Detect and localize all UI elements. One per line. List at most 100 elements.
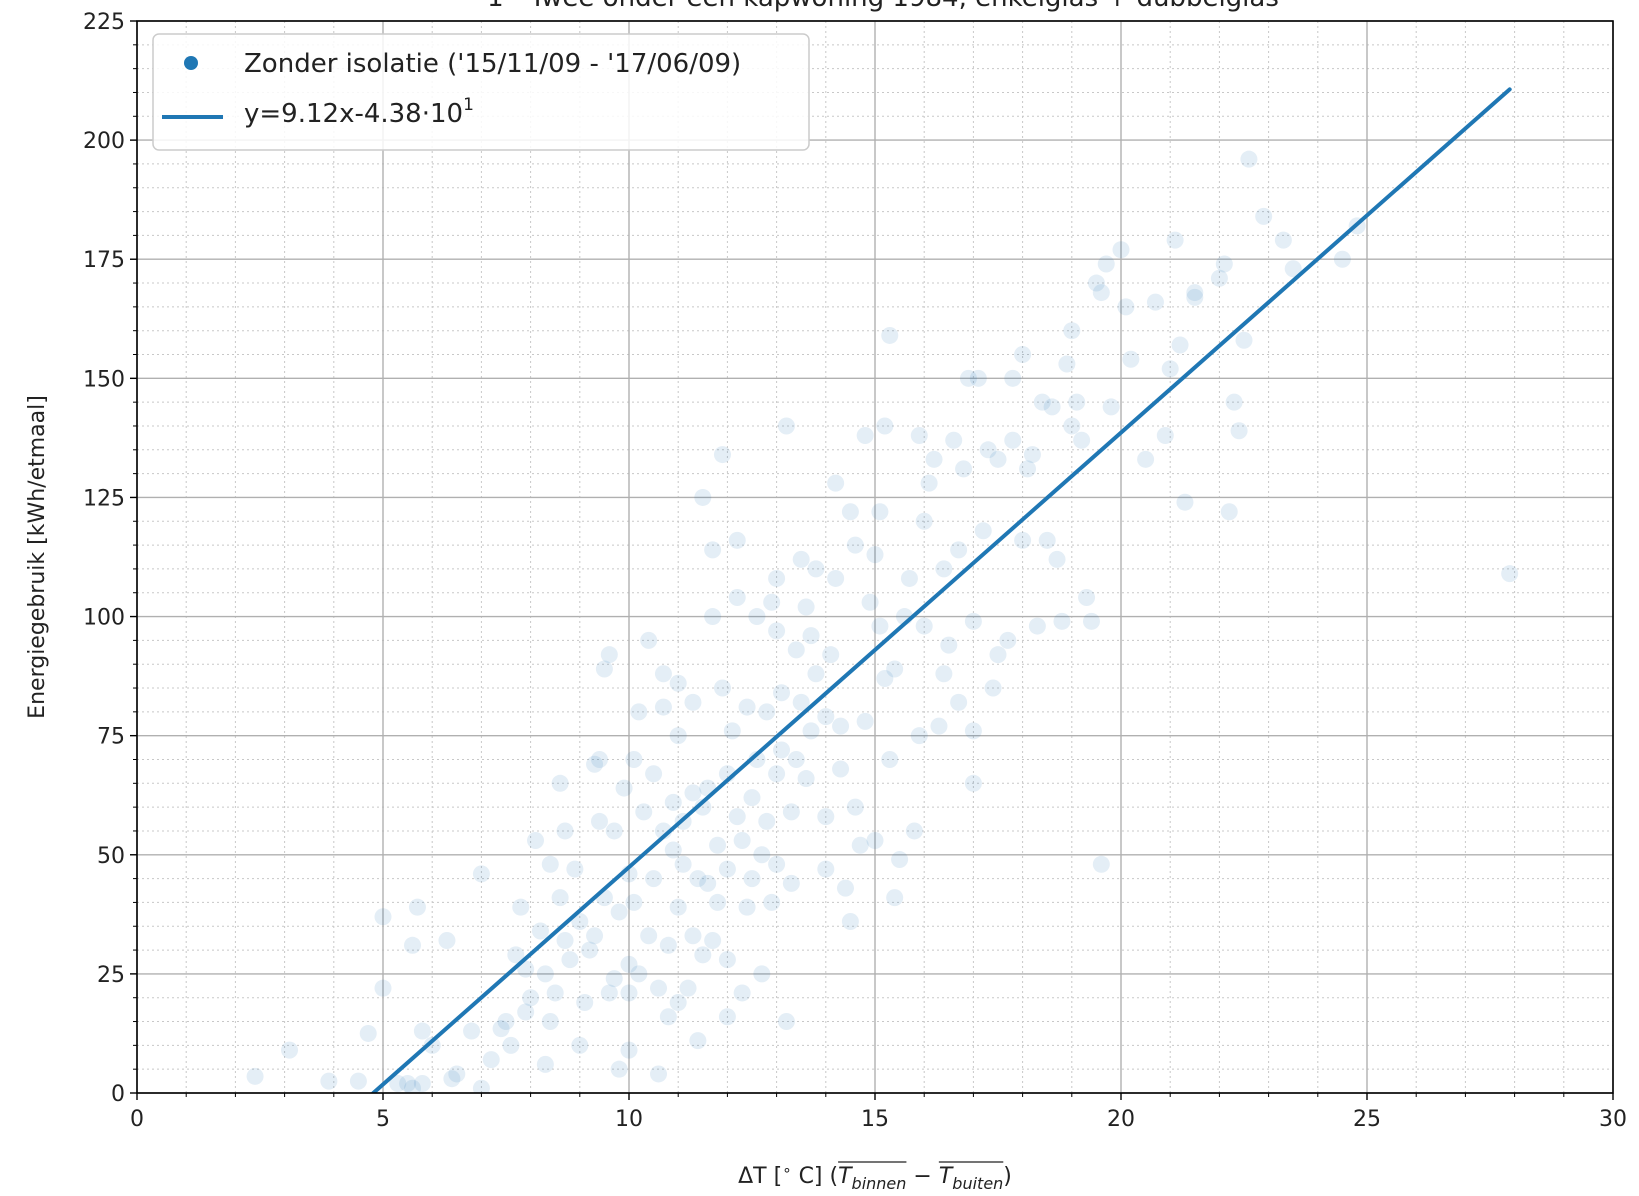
data-point bbox=[768, 622, 786, 640]
data-point bbox=[1501, 565, 1519, 583]
data-point bbox=[728, 808, 746, 826]
x-tick-label: 30 bbox=[1599, 1107, 1627, 1132]
data-point bbox=[777, 1013, 795, 1031]
data-point bbox=[448, 1065, 466, 1083]
data-point bbox=[694, 798, 712, 816]
data-point bbox=[1087, 274, 1105, 292]
y-axis-ticks: 0 25 50 75 100 125 150 175 200 225 bbox=[83, 10, 137, 1107]
data-point bbox=[669, 674, 687, 692]
data-point bbox=[1043, 398, 1061, 416]
data-point bbox=[792, 693, 810, 711]
data-point bbox=[659, 1008, 677, 1026]
data-point bbox=[738, 898, 756, 916]
x-tick-label: 20 bbox=[1107, 1107, 1135, 1132]
data-point bbox=[802, 722, 820, 740]
data-point bbox=[738, 698, 756, 716]
data-point bbox=[910, 427, 928, 445]
data-point bbox=[1038, 531, 1056, 549]
data-point bbox=[536, 965, 554, 983]
data-point bbox=[482, 1051, 500, 1069]
data-point bbox=[472, 865, 490, 883]
data-point bbox=[1171, 336, 1189, 354]
x-tick-label: 15 bbox=[861, 1107, 889, 1132]
x-tick-label: 25 bbox=[1353, 1107, 1381, 1132]
y-tick-label: 175 bbox=[83, 248, 125, 273]
data-point bbox=[866, 831, 884, 849]
data-point bbox=[718, 951, 736, 969]
data-point bbox=[1033, 393, 1051, 411]
data-point bbox=[620, 984, 638, 1002]
data-point bbox=[576, 993, 594, 1011]
data-point bbox=[817, 708, 835, 726]
y-tick-label: 75 bbox=[97, 725, 125, 750]
data-point bbox=[704, 932, 722, 950]
data-point bbox=[743, 789, 761, 807]
data-point bbox=[1176, 493, 1194, 511]
data-point bbox=[763, 593, 781, 611]
data-point bbox=[571, 1036, 589, 1054]
data-point bbox=[359, 1024, 377, 1042]
data-point bbox=[950, 693, 968, 711]
data-point bbox=[1156, 427, 1174, 445]
data-point bbox=[891, 851, 909, 869]
data-point bbox=[522, 989, 540, 1007]
data-point bbox=[674, 855, 692, 873]
data-point bbox=[866, 546, 884, 564]
data-point bbox=[556, 932, 574, 950]
y-tick-label: 25 bbox=[97, 963, 125, 988]
y-axis-label: Energiegebruik [kWh/etmaal] bbox=[25, 395, 50, 719]
data-point bbox=[640, 927, 658, 945]
data-point bbox=[782, 874, 800, 892]
data-point bbox=[1230, 422, 1248, 440]
data-point bbox=[590, 750, 608, 768]
data-point bbox=[600, 646, 618, 664]
data-point bbox=[669, 993, 687, 1011]
data-point bbox=[645, 765, 663, 783]
data-point bbox=[1014, 346, 1032, 364]
data-point bbox=[610, 1060, 628, 1078]
data-point bbox=[605, 822, 623, 840]
data-point bbox=[728, 588, 746, 606]
data-point bbox=[635, 803, 653, 821]
data-point bbox=[1068, 393, 1086, 411]
data-point bbox=[413, 1022, 431, 1040]
data-point bbox=[935, 560, 953, 578]
data-point bbox=[605, 970, 623, 988]
data-point bbox=[1073, 431, 1091, 449]
data-point bbox=[497, 1013, 515, 1031]
data-point bbox=[802, 627, 820, 645]
data-point bbox=[1186, 284, 1204, 302]
data-point bbox=[984, 679, 1002, 697]
data-point bbox=[659, 936, 677, 954]
data-point bbox=[399, 1074, 417, 1092]
data-point bbox=[1028, 617, 1046, 635]
data-point bbox=[669, 898, 687, 916]
data-point bbox=[527, 831, 545, 849]
data-point bbox=[728, 531, 746, 549]
data-point bbox=[792, 550, 810, 568]
data-point bbox=[773, 684, 791, 702]
data-point bbox=[955, 460, 973, 478]
data-point bbox=[718, 860, 736, 878]
data-point bbox=[1240, 150, 1258, 168]
data-point bbox=[472, 1079, 490, 1093]
data-point bbox=[989, 646, 1007, 664]
data-point bbox=[753, 965, 771, 983]
y-tick-label: 100 bbox=[83, 606, 125, 631]
data-point bbox=[851, 836, 869, 854]
data-point bbox=[787, 750, 805, 768]
data-point bbox=[1063, 417, 1081, 435]
x-tick-label: 10 bbox=[615, 1107, 643, 1132]
chart-title: 1 - Twee onder een kapwoning 1984, enkel… bbox=[487, 0, 1279, 13]
data-point bbox=[876, 417, 894, 435]
data-point bbox=[684, 784, 702, 802]
data-point bbox=[1186, 288, 1204, 306]
data-point bbox=[664, 841, 682, 859]
data-point bbox=[964, 774, 982, 792]
data-point bbox=[610, 903, 628, 921]
data-point bbox=[871, 617, 889, 635]
data-point bbox=[669, 727, 687, 745]
data-point bbox=[787, 641, 805, 659]
data-point bbox=[1146, 293, 1164, 311]
